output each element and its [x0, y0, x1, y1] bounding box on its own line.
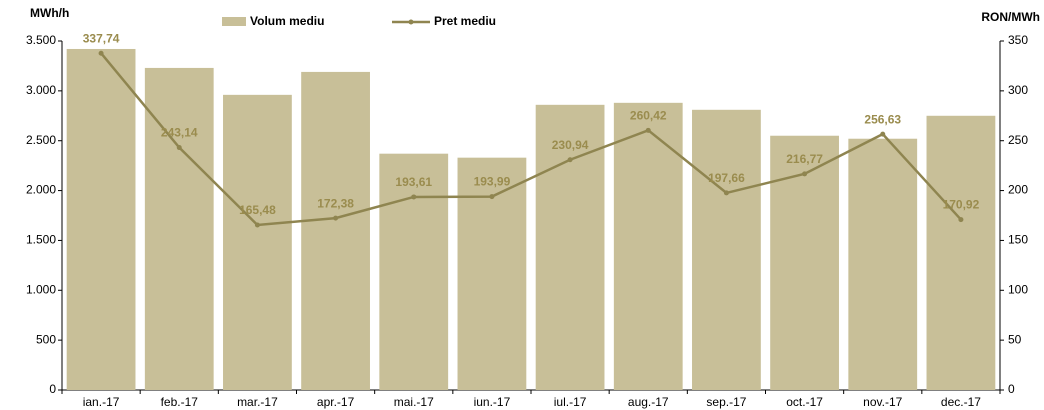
bar	[770, 135, 839, 390]
data-label: 243,14	[161, 126, 198, 140]
data-label: 193,99	[474, 175, 511, 189]
x-tick-label: mai.-17	[394, 395, 434, 409]
y2-tick-label: 50	[1008, 332, 1022, 346]
y2-tick-label: 100	[1008, 282, 1028, 296]
data-label: 193,61	[395, 175, 432, 189]
point	[254, 222, 260, 228]
y2-tick-label: 150	[1008, 233, 1028, 247]
y-tick-label: 500	[36, 332, 56, 346]
y-tick-label: 3.500	[26, 33, 56, 47]
x-tick-label: ian.-17	[83, 395, 120, 409]
y2-axis-title: RON/MWh	[981, 10, 1040, 24]
y2-tick-label: 0	[1008, 382, 1015, 396]
point	[98, 50, 104, 56]
bar	[926, 115, 996, 391]
point	[176, 145, 182, 151]
data-label: 337,74	[83, 31, 120, 45]
point	[880, 131, 886, 137]
point	[489, 194, 495, 200]
bar	[613, 102, 683, 390]
data-label: 230,94	[552, 138, 589, 152]
y2-tick-label: 300	[1008, 83, 1028, 97]
y2-tick-label: 200	[1008, 183, 1028, 197]
point	[723, 190, 729, 196]
legend-label: Volum mediu	[250, 14, 324, 28]
data-label: 165,48	[239, 203, 276, 217]
x-tick-label: feb.-17	[161, 395, 199, 409]
y-tick-label: 1.000	[26, 282, 56, 296]
x-tick-label: sep.-17	[706, 395, 746, 409]
x-tick-label: mar.-17	[237, 395, 278, 409]
bar	[66, 48, 136, 390]
point	[802, 171, 808, 177]
y-axis-title: MWh/h	[30, 6, 69, 20]
data-label: 172,38	[317, 196, 354, 210]
y-tick-label: 0	[49, 382, 56, 396]
legend-label: Pret mediu	[434, 14, 496, 28]
y-tick-label: 1.500	[26, 233, 56, 247]
point	[645, 127, 651, 133]
point	[567, 157, 573, 163]
y2-tick-label: 250	[1008, 133, 1028, 147]
x-tick-label: dec.-17	[941, 395, 981, 409]
y-tick-label: 2.000	[26, 183, 56, 197]
x-tick-label: iul.-17	[554, 395, 587, 409]
data-label: 256,63	[864, 112, 901, 126]
bar	[692, 109, 761, 390]
y2-tick-label: 350	[1008, 33, 1028, 47]
bar	[144, 67, 214, 391]
data-label: 197,66	[708, 171, 745, 185]
x-tick-label: apr.-17	[317, 395, 355, 409]
line	[100, 52, 962, 227]
x-tick-label: oct.-17	[786, 395, 823, 409]
y-tick-label: 2.500	[26, 133, 56, 147]
point	[411, 194, 417, 200]
legend-swatch	[222, 17, 246, 26]
bar	[301, 71, 370, 390]
data-label: 260,42	[630, 108, 667, 122]
bar	[848, 138, 918, 390]
bar	[379, 153, 449, 390]
data-label: 170,92	[943, 198, 980, 212]
x-tick-label: iun.-17	[474, 395, 511, 409]
data-label: 216,77	[786, 152, 823, 166]
x-tick-label: nov.-17	[863, 395, 902, 409]
x-tick-label: aug.-17	[628, 395, 669, 409]
point	[333, 215, 339, 221]
bar	[457, 157, 527, 390]
y-tick-label: 3.000	[26, 83, 56, 97]
point	[958, 217, 964, 223]
bar	[223, 94, 292, 391]
legend-swatch	[408, 19, 414, 25]
